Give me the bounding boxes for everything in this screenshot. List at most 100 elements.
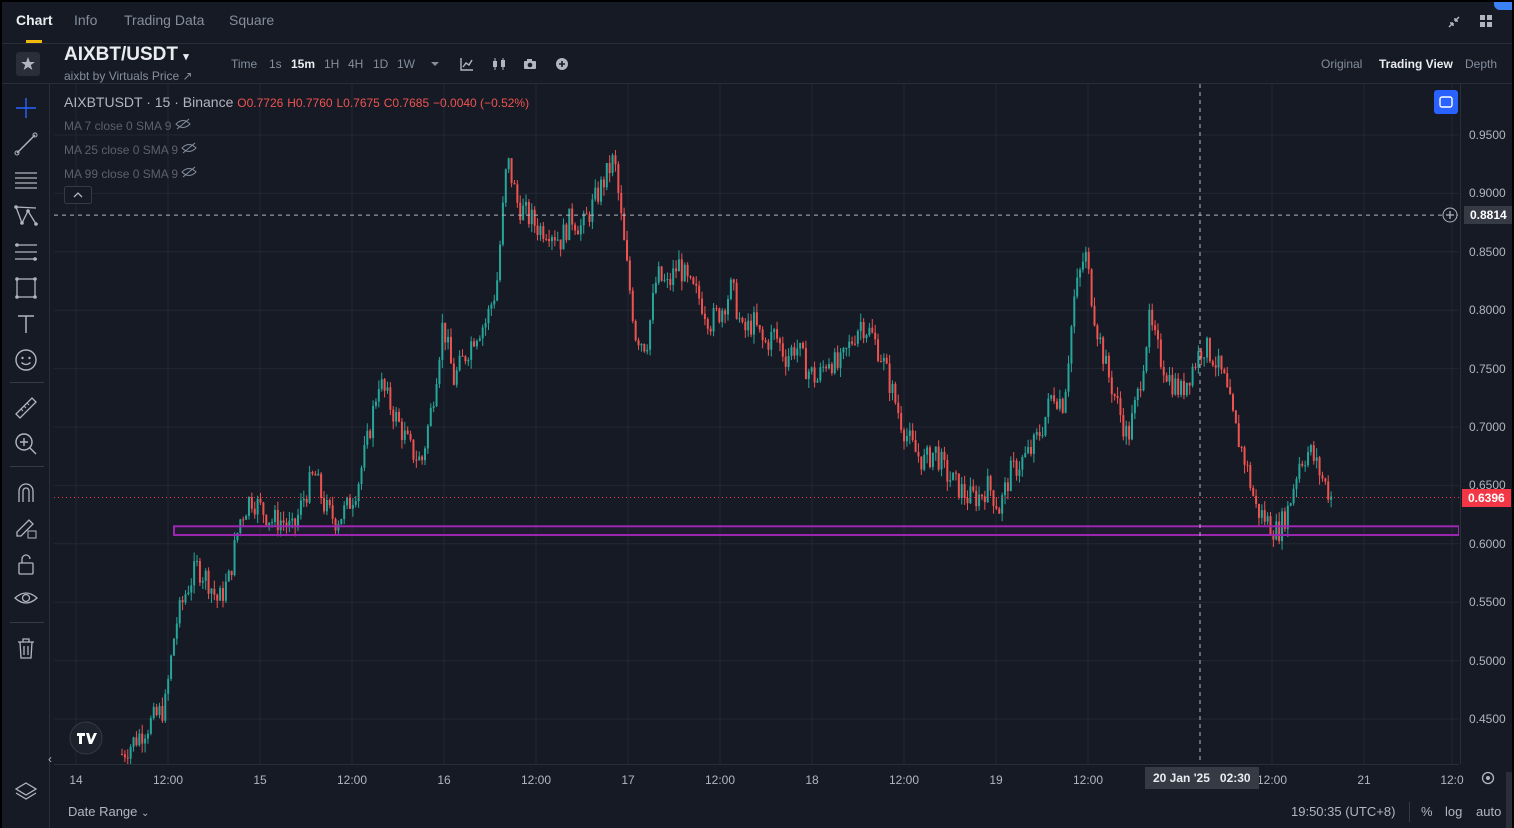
- crosshair-add-icon[interactable]: [1442, 207, 1458, 223]
- candle-body: [1107, 355, 1110, 378]
- view-original[interactable]: Original: [1321, 57, 1363, 71]
- ma-7-indicator[interactable]: MA 7 close 0 SMA 9: [64, 118, 191, 133]
- price-chart[interactable]: [54, 84, 1459, 764]
- candle-body: [141, 733, 144, 744]
- zoom-in-icon[interactable]: [12, 430, 40, 458]
- candle-body: [467, 359, 470, 362]
- trend-line-icon[interactable]: [12, 130, 40, 158]
- star-favorite-icon[interactable]: [16, 52, 40, 76]
- candle-body: [634, 320, 637, 341]
- candle-body: [1312, 445, 1315, 461]
- ma-25-indicator[interactable]: MA 25 close 0 SMA 9: [64, 142, 198, 157]
- percent-scale-toggle[interactable]: %: [1421, 804, 1433, 819]
- layers-icon[interactable]: [12, 778, 40, 806]
- candle-body: [242, 519, 245, 521]
- ruler-icon[interactable]: [12, 394, 40, 422]
- magnet-icon[interactable]: [12, 478, 40, 506]
- candle-body: [1099, 337, 1102, 340]
- indicators-icon[interactable]: [460, 57, 474, 71]
- auto-fit-icon[interactable]: [1434, 90, 1458, 114]
- emoji-icon[interactable]: [12, 346, 40, 374]
- candle-body: [568, 208, 571, 241]
- tab-chart[interactable]: Chart: [16, 12, 53, 28]
- timeframe-1s[interactable]: 1s: [269, 57, 282, 71]
- hidden-eye-icon[interactable]: [181, 142, 198, 154]
- candle-body: [874, 332, 877, 340]
- pair-selector[interactable]: AIXBT/USDT ▾: [64, 44, 189, 65]
- candle-body: [605, 162, 608, 188]
- candle-body: [1330, 496, 1333, 500]
- pair-subtitle[interactable]: aixbt by Virtuals Price ↗: [64, 69, 193, 83]
- candle-body: [784, 356, 787, 367]
- candle-body: [799, 342, 802, 349]
- timeframe-1d[interactable]: 1D: [373, 57, 389, 71]
- auto-scale-toggle[interactable]: auto: [1476, 804, 1502, 819]
- view-depth[interactable]: Depth: [1465, 57, 1498, 71]
- time-tick-label: 18: [805, 773, 819, 787]
- candle-body: [602, 179, 605, 188]
- candle-body: [346, 497, 349, 506]
- candle-body: [888, 363, 891, 393]
- candle-body: [167, 678, 170, 694]
- candle-body: [929, 447, 931, 468]
- tradingview-logo-icon[interactable]: [69, 721, 103, 755]
- candle-body: [975, 490, 978, 507]
- candle-body: [1047, 398, 1050, 417]
- candle-body: [810, 367, 813, 372]
- scroll-left-icon[interactable]: ‹: [48, 752, 52, 766]
- candle-body: [1073, 296, 1076, 327]
- ma-99-indicator[interactable]: MA 99 close 0 SMA 9: [64, 166, 198, 181]
- trash-icon[interactable]: [12, 634, 40, 662]
- candle-body: [230, 570, 233, 576]
- collapse-legend-icon[interactable]: [64, 186, 92, 204]
- candle-body: [660, 266, 663, 281]
- timeframe-1w[interactable]: 1W: [397, 57, 415, 71]
- date-range-button[interactable]: Date Range ⌄: [68, 804, 149, 819]
- candle-body: [308, 472, 311, 503]
- hidden-eye-icon[interactable]: [181, 166, 198, 178]
- log-scale-toggle[interactable]: log: [1445, 804, 1463, 819]
- scrollbar[interactable]: [1506, 772, 1512, 828]
- tab-square[interactable]: Square: [229, 12, 275, 28]
- price-tick-label: 0.6000: [1469, 536, 1506, 551]
- candle-body: [1076, 277, 1079, 297]
- candle-body: [302, 498, 305, 501]
- settings-gear-icon[interactable]: [1480, 770, 1496, 786]
- draw-lock-pencil-icon[interactable]: [12, 514, 40, 542]
- timeframe-4h[interactable]: 4H: [348, 57, 364, 71]
- timeframe-1h[interactable]: 1H: [324, 57, 340, 71]
- add-circle-icon[interactable]: [555, 57, 569, 71]
- timeframe-15m[interactable]: 15m: [291, 57, 316, 71]
- candle-body: [121, 754, 123, 756]
- candle-body: [885, 357, 888, 364]
- time-axis[interactable]: 14 12:00 15 12:00 16 12:00 17 12:00 18 12:00 19 12:…: [54, 764, 1464, 794]
- candle-body: [822, 366, 825, 368]
- hidden-eye-icon[interactable]: [175, 118, 191, 130]
- horizontal-lines-icon[interactable]: [12, 166, 40, 194]
- hide-eye-icon[interactable]: [12, 584, 40, 612]
- tab-info[interactable]: Info: [74, 12, 98, 28]
- candle-body: [1015, 460, 1018, 476]
- candle-body: [865, 335, 868, 339]
- support-zone-rectangle[interactable]: [173, 525, 1459, 537]
- top-tab-bar: Chart Info Trading Data Square: [2, 2, 1512, 44]
- view-trading-view[interactable]: Trading View: [1379, 57, 1453, 71]
- candle-body: [891, 383, 894, 393]
- candle-body: [245, 515, 248, 520]
- rectangle-icon[interactable]: [12, 274, 40, 302]
- pattern-icon[interactable]: [12, 202, 40, 230]
- fib-retracement-icon[interactable]: [12, 238, 40, 266]
- price-axis[interactable]: 0.9500 0.9000 0.8500 0.8000 0.7500 0.7000 0.65…: [1460, 84, 1512, 764]
- candle-type-icon[interactable]: [491, 57, 507, 71]
- text-icon[interactable]: [12, 310, 40, 338]
- collapse-icon[interactable]: [1447, 15, 1461, 29]
- candle-body: [934, 446, 937, 453]
- candle-body: [1154, 325, 1157, 331]
- chevron-down-icon: ⌄: [141, 808, 150, 819]
- camera-icon[interactable]: [523, 58, 537, 70]
- layout-grid-icon[interactable]: [1479, 14, 1493, 28]
- lock-icon[interactable]: [12, 550, 40, 578]
- timeframe-dropdown-icon[interactable]: [430, 60, 440, 68]
- tab-trading-data[interactable]: Trading Data: [124, 12, 205, 28]
- crosshair-icon[interactable]: [12, 94, 40, 122]
